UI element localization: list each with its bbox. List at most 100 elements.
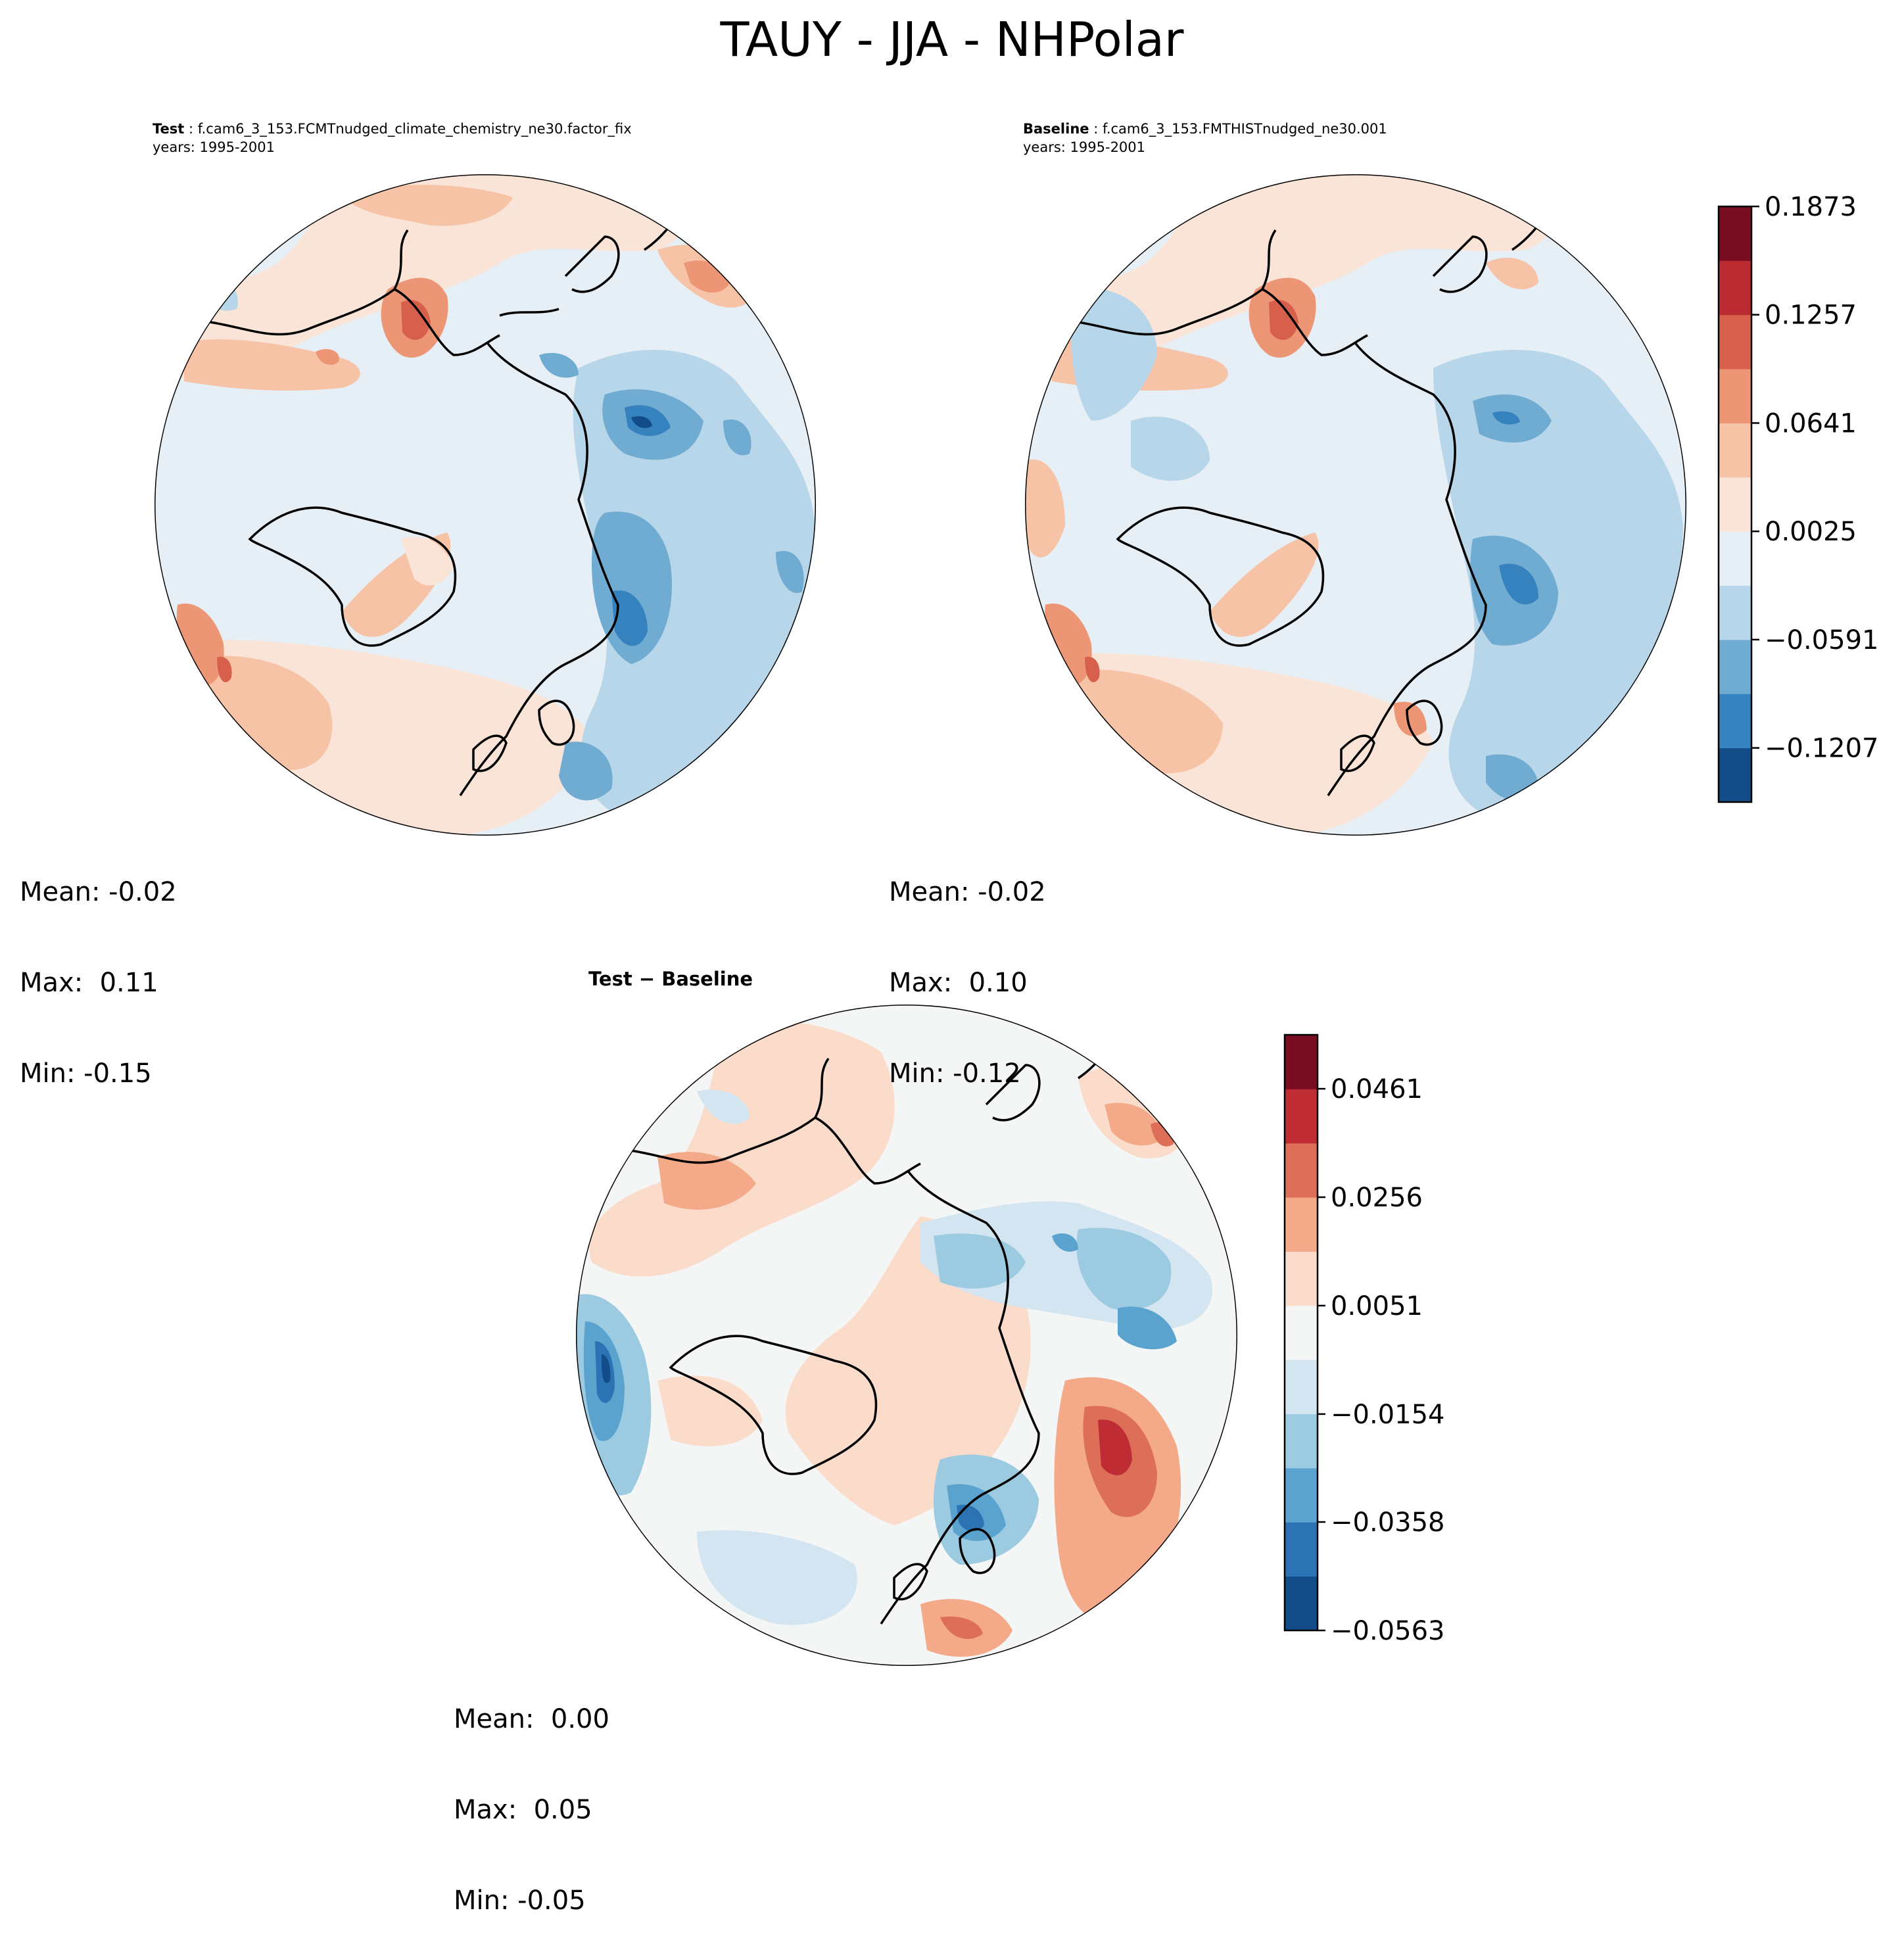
main-colorbar-level <box>1719 748 1751 803</box>
diff-negative-region <box>697 1530 857 1625</box>
diff-colorbar-tick-label: −0.0358 <box>1331 1507 1444 1538</box>
baseline-positive-region <box>1025 174 1550 379</box>
main-colorbar: −0.1207 −0.0591 0.0025 0.0641 0.1257 0.1873 <box>1717 192 1878 803</box>
main-colorbar-tick-label: −0.0591 <box>1765 625 1878 655</box>
test-mean: Mean: -0.02 <box>20 877 177 907</box>
diff-colorbar-level <box>1285 1360 1318 1415</box>
diff-colorbar-level <box>1285 1035 1318 1089</box>
test-max: Max: 0.11 <box>20 968 158 998</box>
main-colorbar-tick-label: 0.0641 <box>1765 408 1857 439</box>
baseline-positive-region <box>1269 300 1298 340</box>
figure-canvas: −0.1207 −0.0591 0.0025 0.0641 0.1257 0.1873 −… <box>155 174 1878 1666</box>
diff-negative-region <box>601 1354 611 1383</box>
baseline-map <box>1025 174 1686 836</box>
diff-map <box>576 1005 1237 1666</box>
diff-colorbar-tick-label: 0.0051 <box>1331 1291 1423 1321</box>
test-negative-region <box>539 352 579 378</box>
diff-colorbar-level <box>1285 1143 1318 1198</box>
test-positive-region <box>401 300 431 340</box>
baseline-positive-region <box>1026 459 1065 558</box>
diff-colorbar-level <box>1285 1197 1318 1252</box>
test-positive-region <box>401 536 454 586</box>
diff-min: Min: -0.05 <box>454 1886 586 1916</box>
test-stats: Mean: -0.02 Max: 0.11 Min: -0.15 <box>20 817 177 1119</box>
baseline-min: Min: -0.12 <box>889 1058 1021 1089</box>
test-map <box>155 174 816 836</box>
baseline-negative-region <box>1492 411 1520 425</box>
main-colorbar-frame <box>1717 205 1753 803</box>
main-colorbar-level <box>1719 423 1751 478</box>
diff-max: Max: 0.05 <box>454 1795 592 1825</box>
baseline-max: Max: 0.10 <box>889 968 1028 998</box>
baseline-label: Baseline <box>1023 121 1089 137</box>
diff-negative-region <box>1118 1306 1177 1350</box>
baseline-positive-region <box>1085 657 1100 682</box>
baseline-negative-region <box>1433 350 1683 815</box>
main-colorbar-tick-label: 0.0025 <box>1765 517 1857 547</box>
diff-negative-region <box>697 1089 750 1124</box>
main-colorbar-level <box>1719 314 1751 369</box>
baseline-coastlines <box>1078 194 1671 796</box>
main-colorbar-level <box>1719 531 1751 586</box>
figure-title: TAUY - JJA - NHPolar <box>720 12 1184 67</box>
diff-positive-region <box>1098 1419 1132 1475</box>
diff-positive-region <box>589 1020 895 1277</box>
test-negative-region <box>776 551 804 593</box>
main-colorbar-tick-label: 0.1873 <box>1765 192 1857 222</box>
test-negative-region <box>559 742 613 801</box>
diff-colorbar-level <box>1285 1522 1318 1577</box>
diff-colorbar-level <box>1285 1467 1318 1523</box>
diff-positive-region <box>657 1375 763 1446</box>
baseline-positive-region <box>1210 533 1319 637</box>
diff-colorbar-level <box>1285 1089 1318 1144</box>
test-positive-region <box>316 348 339 365</box>
test-negative-region <box>611 590 648 646</box>
main-colorbar-level <box>1719 369 1751 423</box>
test-positive-region <box>217 657 232 682</box>
main-colorbar-level <box>1719 477 1751 532</box>
diff-colorbar-tick-label: −0.0563 <box>1331 1616 1444 1646</box>
main-colorbar-level <box>1719 639 1751 694</box>
diff-colorbar-level <box>1285 1251 1318 1306</box>
test-positive-region <box>342 185 513 226</box>
diff-colorbar-tick-label: 0.0461 <box>1331 1074 1423 1104</box>
diff-colorbar-frame <box>1283 1033 1319 1632</box>
diff-title: Test − Baseline <box>588 968 753 990</box>
test-positive-region <box>155 174 684 379</box>
diff-negative-region <box>1052 1233 1078 1252</box>
test-min: Min: -0.15 <box>20 1058 152 1089</box>
main-colorbar-level <box>1719 585 1751 640</box>
diff-colorbar-level <box>1285 1305 1318 1360</box>
diff-mean: Mean: 0.00 <box>454 1704 609 1734</box>
test-case: f.cam6_3_153.FCMTnudged_climate_chemistr… <box>197 121 632 137</box>
test-negative-region <box>631 416 652 429</box>
test-title: Test : f.cam6_3_153.FCMTnudged_climate_c… <box>153 121 632 155</box>
test-negative-region <box>723 419 751 456</box>
main-colorbar-tick-label: −0.1207 <box>1765 734 1878 764</box>
baseline-positive-region <box>1394 701 1427 736</box>
baseline-years: years: 1995-2001 <box>1023 139 1146 155</box>
diff-negative-region <box>1076 1227 1172 1310</box>
baseline-positive-region <box>1486 257 1538 289</box>
diff-colorbar-level <box>1285 1413 1318 1469</box>
main-colorbar-level <box>1719 694 1751 749</box>
diff-positive-region <box>657 1152 756 1210</box>
baseline-negative-region <box>1131 416 1210 481</box>
test-negative-region <box>592 511 672 664</box>
test-positive-region <box>197 655 333 771</box>
test-years: years: 1995-2001 <box>153 139 275 155</box>
diff-stats: Mean: 0.00 Max: 0.05 Min: -0.05 <box>454 1644 609 1946</box>
diff-colorbar-tick-label: −0.0154 <box>1331 1400 1444 1430</box>
test-label: Test <box>153 121 185 137</box>
baseline-stats: Mean: -0.02 Max: 0.10 Min: -0.12 <box>889 817 1046 1119</box>
main-colorbar-tick-label: 0.1257 <box>1765 300 1857 331</box>
baseline-negative-region <box>1071 288 1157 421</box>
baseline-title: Baseline : f.cam6_3_153.FMTHISTnudged_ne… <box>1023 121 1387 155</box>
baseline-mean: Mean: -0.02 <box>889 877 1046 907</box>
diff-colorbar-tick-label: 0.0256 <box>1331 1183 1423 1213</box>
main-colorbar-level <box>1719 260 1751 316</box>
main-colorbar-level <box>1719 206 1751 261</box>
diff-colorbar-level <box>1285 1576 1318 1631</box>
baseline-negative-region <box>1499 563 1538 605</box>
diff-positive-region <box>1105 1103 1164 1146</box>
